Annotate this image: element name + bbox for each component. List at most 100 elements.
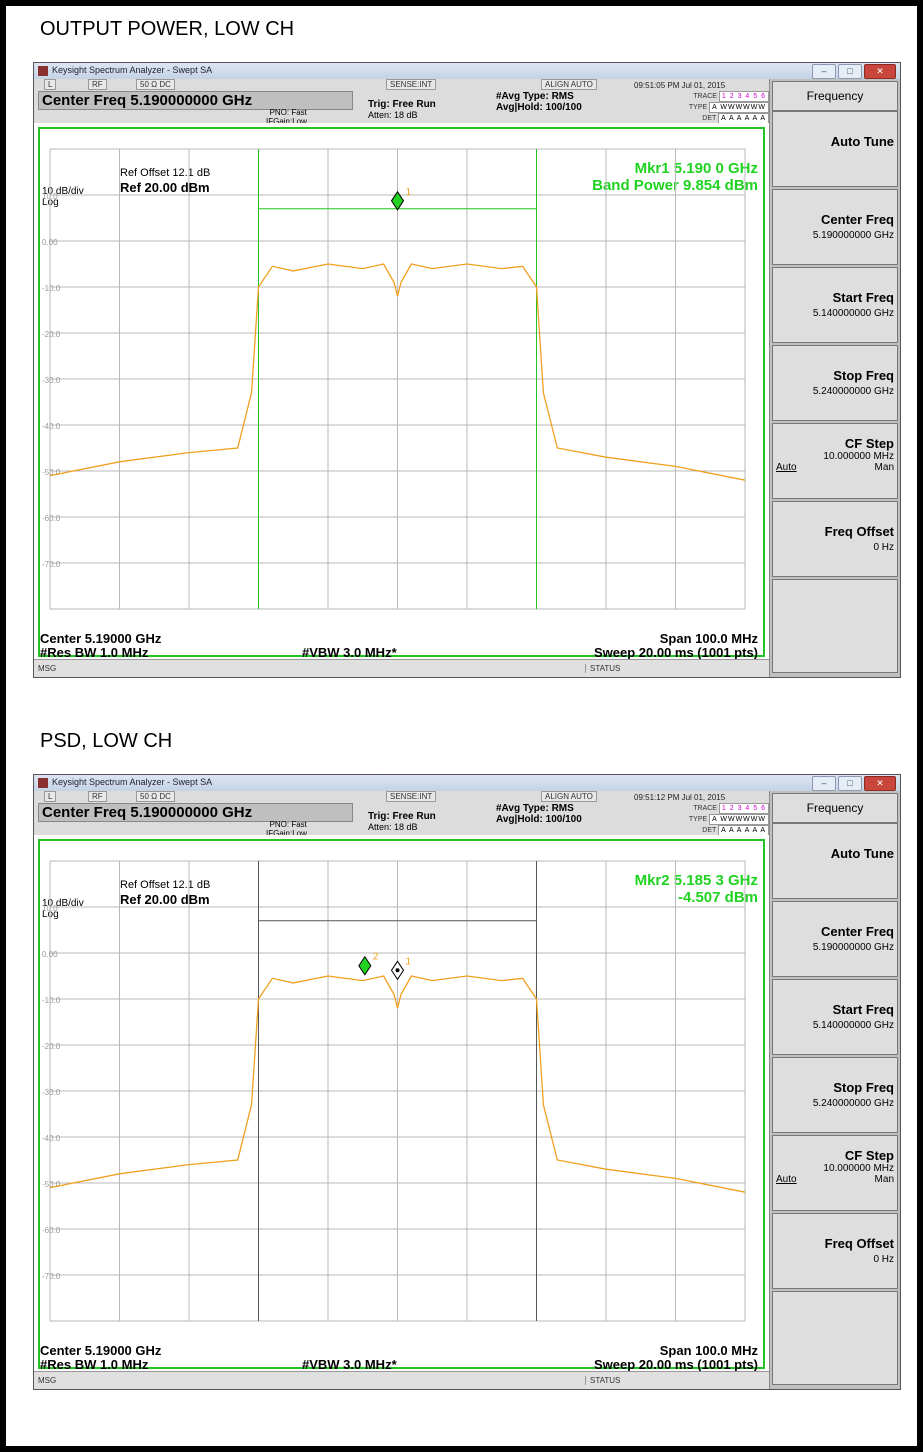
res-bw: #Res BW 1.0 MHz bbox=[40, 1357, 149, 1372]
softkey-blank[interactable] bbox=[772, 1291, 898, 1385]
ifgain-setting: IFGain:Low bbox=[266, 117, 307, 126]
trigger-setting: Trig: Free Run bbox=[368, 99, 436, 110]
softkey-stop-freq[interactable]: Stop Freq 5.240000000 GHz bbox=[772, 1057, 898, 1133]
avg-type: #Avg Type: RMS bbox=[496, 803, 574, 814]
close-icon[interactable]: ✕ bbox=[864, 64, 896, 79]
center-freq-title[interactable]: Center Freq 5.190000000 GHz bbox=[38, 803, 353, 822]
marker-value: -4.507 dBm bbox=[677, 889, 758, 906]
msg-label: MSG bbox=[38, 1376, 57, 1385]
cf-step-label: CF Step bbox=[844, 1148, 894, 1163]
avg-type: #Avg Type: RMS bbox=[496, 91, 574, 102]
pno-ifgain: PNO: Fast IFGain:Low bbox=[266, 820, 307, 838]
softkey-stop-freq[interactable]: Stop Freq 5.240000000 GHz bbox=[772, 345, 898, 421]
start-freq-value: 5.140000000 GHz bbox=[812, 1020, 894, 1031]
cf-step-value: 10.000000 MHz bbox=[823, 451, 894, 462]
type-label: TYPE bbox=[688, 816, 708, 823]
window-controls: – □ ✕ bbox=[812, 64, 896, 79]
message-bar: MSG STATUS bbox=[34, 659, 769, 677]
marker-diamond bbox=[390, 190, 405, 211]
maximize-icon[interactable]: □ bbox=[838, 776, 862, 791]
y-tick-label: -40.0 bbox=[42, 422, 61, 431]
stop-freq-value: 5.240000000 GHz bbox=[812, 1098, 894, 1109]
span-label: Span 100.0 MHz bbox=[659, 631, 758, 646]
y-tick-label: -50.0 bbox=[42, 468, 61, 477]
y-tick-label: -30.0 bbox=[42, 376, 61, 385]
softkey-start-freq[interactable]: Start Freq 5.140000000 GHz bbox=[772, 267, 898, 343]
auto-tune-label: Auto Tune bbox=[830, 134, 894, 149]
settings-header: L RF 50 Ω DC SENSE:INT ALIGN AUTO 09:51:… bbox=[34, 791, 769, 838]
softkey-cf-step[interactable]: CF Step 10.000000 MHz Auto Man bbox=[772, 423, 898, 499]
spectrum-plot[interactable]: 10.0 0.00 -10.0 -20.0 -30.0 -40.0 -50.0 -60.0 -7… bbox=[40, 841, 763, 1367]
y-tick-label: -10.0 bbox=[42, 996, 61, 1005]
cf-step-label: CF Step bbox=[844, 436, 894, 451]
stop-freq-value: 5.240000000 GHz bbox=[812, 386, 894, 397]
spectrum-analyzer-window: Keysight Spectrum Analyzer - Swept SA – … bbox=[33, 774, 901, 1390]
status-row: L RF 50 Ω DC SENSE:INT ALIGN AUTO bbox=[36, 791, 766, 802]
cf-step-auto-man: Auto Man bbox=[773, 462, 894, 473]
atten-setting: Atten: 18 dB bbox=[368, 110, 418, 120]
marker-diamond bbox=[358, 955, 372, 976]
y-tick-label: 10.0 bbox=[42, 904, 58, 913]
center-freq-label: Center Freq bbox=[821, 924, 894, 939]
window-title: Keysight Spectrum Analyzer - Swept SA bbox=[52, 65, 213, 75]
minimize-icon[interactable]: – bbox=[812, 64, 836, 79]
sense-indicator: SENSE:INT bbox=[386, 791, 437, 802]
trigger-info: Trig: Free Run Atten: 18 dB bbox=[368, 99, 436, 121]
center-freq-value: 5.190000000 GHz bbox=[812, 942, 894, 953]
message-bar: MSG STATUS bbox=[34, 1371, 769, 1389]
softkey-blank[interactable] bbox=[772, 579, 898, 673]
man-option[interactable]: Man bbox=[874, 1174, 894, 1185]
softkey-freq-offset[interactable]: Freq Offset 0 Hz bbox=[772, 1213, 898, 1289]
auto-option[interactable]: Auto bbox=[776, 1174, 797, 1185]
app-icon bbox=[38, 778, 48, 788]
spectrum-plot[interactable]: 10.0 0.00 -10.0 -20.0 -30.0 -40.0 -50.0 -60.0 -7… bbox=[40, 129, 763, 655]
auto-option[interactable]: Auto bbox=[776, 462, 797, 473]
window-title-bar: Keysight Spectrum Analyzer - Swept SA – … bbox=[34, 775, 900, 791]
vbw: #VBW 3.0 MHz* bbox=[302, 645, 397, 660]
close-icon[interactable]: ✕ bbox=[864, 776, 896, 791]
align-indicator: ALIGN AUTO bbox=[541, 791, 597, 802]
ifgain-setting: IFGain:Low bbox=[266, 829, 307, 838]
trigger-info: Trig: Free Run Atten: 18 dB bbox=[368, 811, 436, 833]
softkey-auto-tune[interactable]: Auto Tune bbox=[772, 111, 898, 187]
softkey-start-freq[interactable]: Start Freq 5.140000000 GHz bbox=[772, 979, 898, 1055]
avg-info: #Avg Type: RMS Avg|Hold: 100/100 bbox=[496, 91, 582, 113]
scale-label: 10 dB/div bbox=[42, 898, 84, 909]
window-controls: – □ ✕ bbox=[812, 776, 896, 791]
ref-level: Ref 20.00 dBm bbox=[120, 892, 210, 907]
trace-table: TRACE 1 2 3 4 5 6 TYPE A WWWWWW DET A A … bbox=[674, 91, 769, 124]
softkey-freq-offset[interactable]: Freq Offset 0 Hz bbox=[772, 501, 898, 577]
man-option[interactable]: Man bbox=[874, 462, 894, 473]
softkey-panel: Frequency Auto Tune Center Freq 5.190000… bbox=[769, 791, 900, 1389]
softkey-menu-title: Frequency bbox=[772, 81, 898, 111]
start-freq-label: Start Freq bbox=[832, 290, 894, 305]
y-tick-label: -30.0 bbox=[42, 1088, 61, 1097]
pno-setting: PNO: Fast bbox=[269, 820, 307, 829]
freq-offset-value: 0 Hz bbox=[873, 542, 894, 553]
impedance-indicator: 50 Ω DC bbox=[136, 79, 175, 90]
avg-hold: Avg|Hold: 100/100 bbox=[496, 814, 582, 825]
softkey-cf-step[interactable]: CF Step 10.000000 MHz Auto Man bbox=[772, 1135, 898, 1211]
marker-label: 1 bbox=[406, 187, 412, 198]
timestamp: 09:51:12 PM Jul 01, 2015 bbox=[634, 793, 726, 802]
trace-label: TRACE bbox=[693, 805, 717, 812]
res-bw: #Res BW 1.0 MHz bbox=[40, 645, 149, 660]
y-tick-label: -70.0 bbox=[42, 560, 61, 569]
softkey-center-freq[interactable]: Center Freq 5.190000000 GHz bbox=[772, 901, 898, 977]
vbw: #VBW 3.0 MHz* bbox=[302, 1357, 397, 1372]
type-label: TYPE bbox=[688, 104, 708, 111]
y-tick-label: -50.0 bbox=[42, 1180, 61, 1189]
timestamp: 09:51:05 PM Jul 01, 2015 bbox=[634, 81, 726, 90]
softkey-center-freq[interactable]: Center Freq 5.190000000 GHz bbox=[772, 189, 898, 265]
marker-label: 2 bbox=[373, 952, 379, 963]
atten-setting: Atten: 18 dB bbox=[368, 822, 418, 832]
softkey-auto-tune[interactable]: Auto Tune bbox=[772, 823, 898, 899]
minimize-icon[interactable]: – bbox=[812, 776, 836, 791]
center-freq-title[interactable]: Center Freq 5.190000000 GHz bbox=[38, 91, 353, 110]
type-value: A WWWWWW bbox=[709, 102, 769, 113]
y-tick-label: -70.0 bbox=[42, 1272, 61, 1281]
sweep-label: Sweep 20.00 ms (1001 pts) bbox=[593, 1357, 758, 1372]
maximize-icon[interactable]: □ bbox=[838, 64, 862, 79]
freq-offset-label: Freq Offset bbox=[824, 1236, 894, 1251]
